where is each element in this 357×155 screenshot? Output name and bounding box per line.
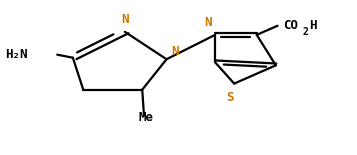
Text: S: S — [226, 91, 234, 104]
Text: N: N — [172, 45, 179, 58]
Text: N: N — [205, 16, 212, 29]
Text: CO: CO — [283, 19, 298, 32]
Text: H: H — [309, 19, 316, 32]
Text: 2: 2 — [302, 27, 308, 37]
Text: H₂N: H₂N — [5, 48, 28, 61]
Text: Me: Me — [138, 111, 153, 124]
Text: N: N — [121, 13, 129, 26]
